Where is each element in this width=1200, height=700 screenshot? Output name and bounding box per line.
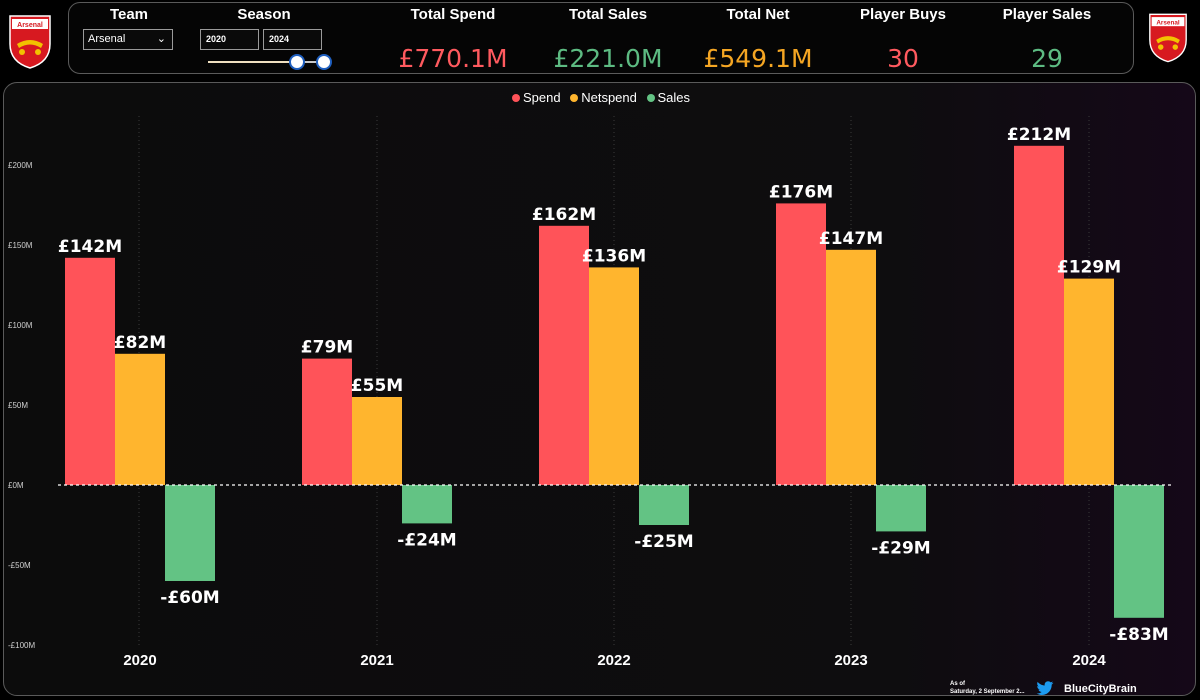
bar-netspend-2023: [826, 249, 876, 485]
data-label-netspend-2024: £129M: [1057, 258, 1121, 278]
season-label: Season: [237, 6, 291, 23]
legend-label-netspend: Netspend: [581, 90, 637, 105]
kpi-label-player-buys: Player Buys: [860, 6, 946, 23]
kpi-label-player-sales: Player Sales: [1002, 6, 1092, 23]
data-label-netspend-2023: £147M: [819, 229, 883, 249]
chevron-down-icon: ⌄: [156, 33, 166, 45]
kpi-value-player-buys: 30: [887, 44, 919, 73]
legend-label-sales: Sales: [657, 90, 691, 105]
team-label: Team: [109, 6, 149, 23]
bar-sales-2024: [1114, 485, 1164, 618]
arsenal-crest-icon: Arsenal: [1149, 13, 1187, 63]
legend-dot-spend: [512, 94, 520, 102]
data-label-spend-2021: £79M: [301, 338, 353, 358]
bar-sales-2021: [402, 485, 452, 524]
bar-netspend-2024: [1064, 278, 1114, 485]
y-tick-label: £200M: [8, 161, 33, 170]
bar-spend-2024: [1014, 145, 1064, 486]
team-dropdown-value: Arsenal: [88, 33, 126, 45]
y-tick-label: -£50M: [8, 561, 31, 570]
x-category-label: 2020: [123, 652, 156, 669]
svg-text:Arsenal: Arsenal: [1156, 19, 1180, 26]
twitter-icon[interactable]: [1036, 681, 1054, 696]
bar-spend-2022: [539, 225, 589, 486]
y-tick-label: £150M: [8, 241, 33, 250]
season-slider-fill: [208, 61, 296, 63]
data-label-spend-2023: £176M: [769, 182, 833, 202]
x-category-label: 2021: [360, 652, 393, 669]
arsenal-crest-icon: Arsenal: [9, 15, 51, 69]
bar-netspend-2020: [115, 353, 165, 485]
chart-legend: Spend Netspend Sales: [512, 90, 696, 105]
data-label-spend-2024: £212M: [1007, 125, 1071, 145]
season-from-input[interactable]: 2020: [200, 29, 259, 50]
kpi-label-total-net: Total Net: [726, 6, 790, 23]
bar-sales-2023: [876, 485, 926, 532]
x-category-label: 2023: [834, 652, 867, 669]
legend-dot-netspend: [570, 94, 579, 102]
bar-sales-2020: [165, 485, 215, 581]
as-of-text: As of Saturday, 2 September 2...: [950, 680, 1025, 696]
brand-name: BlueCityBrain: [1064, 683, 1137, 695]
bar-netspend-2022: [589, 267, 639, 485]
y-tick-label: £0M: [8, 481, 24, 490]
season-slider-thumb-start[interactable]: [289, 54, 305, 70]
bar-sales-2022: [639, 485, 689, 525]
data-label-spend-2022: £162M: [532, 205, 596, 225]
kpi-label-total-sales: Total Sales: [568, 6, 648, 23]
season-slider-thumb-end[interactable]: [316, 54, 332, 70]
data-label-sales-2023: -£29M: [871, 538, 930, 558]
data-label-sales-2020: -£60M: [160, 588, 219, 608]
y-tick-label: -£100M: [8, 641, 35, 650]
bar-spend-2021: [302, 358, 352, 485]
data-label-sales-2024: -£83M: [1109, 625, 1168, 645]
legend-label-spend: Spend: [523, 90, 561, 105]
as-of-label: As of: [950, 681, 965, 687]
kpi-value-total-spend: £770.1M: [398, 44, 508, 73]
kpi-value-total-sales: £221.0M: [553, 44, 663, 73]
data-label-spend-2020: £142M: [58, 237, 122, 257]
bar-spend-2023: [776, 203, 826, 485]
data-label-netspend-2020: £82M: [114, 333, 166, 353]
kpi-value-total-net: £549.1M: [703, 44, 813, 73]
team-dropdown[interactable]: Arsenal ⌄: [83, 29, 173, 50]
x-category-label: 2024: [1072, 652, 1106, 669]
season-to-input[interactable]: 2024: [263, 29, 322, 50]
legend-item-spend[interactable]: Spend: [512, 90, 561, 105]
data-label-sales-2021: -£24M: [397, 530, 456, 550]
as-of-date: Saturday, 2 September 2...: [950, 689, 1025, 695]
legend-item-sales[interactable]: Sales: [646, 90, 691, 105]
x-category-label: 2022: [597, 652, 630, 669]
y-tick-label: £100M: [8, 321, 33, 330]
data-label-netspend-2022: £136M: [582, 246, 646, 266]
legend-item-netspend[interactable]: Netspend: [570, 90, 637, 105]
data-label-netspend-2021: £55M: [351, 376, 403, 396]
y-tick-label: £50M: [8, 401, 28, 410]
svg-text:Arsenal: Arsenal: [17, 22, 43, 29]
legend-dot-sales: [646, 94, 655, 102]
bar-spend-2020: [65, 257, 115, 485]
kpi-value-player-sales: 29: [1031, 44, 1063, 73]
data-label-sales-2022: -£25M: [634, 532, 693, 552]
kpi-label-total-spend: Total Spend: [410, 6, 496, 23]
bar-netspend-2021: [352, 397, 402, 485]
